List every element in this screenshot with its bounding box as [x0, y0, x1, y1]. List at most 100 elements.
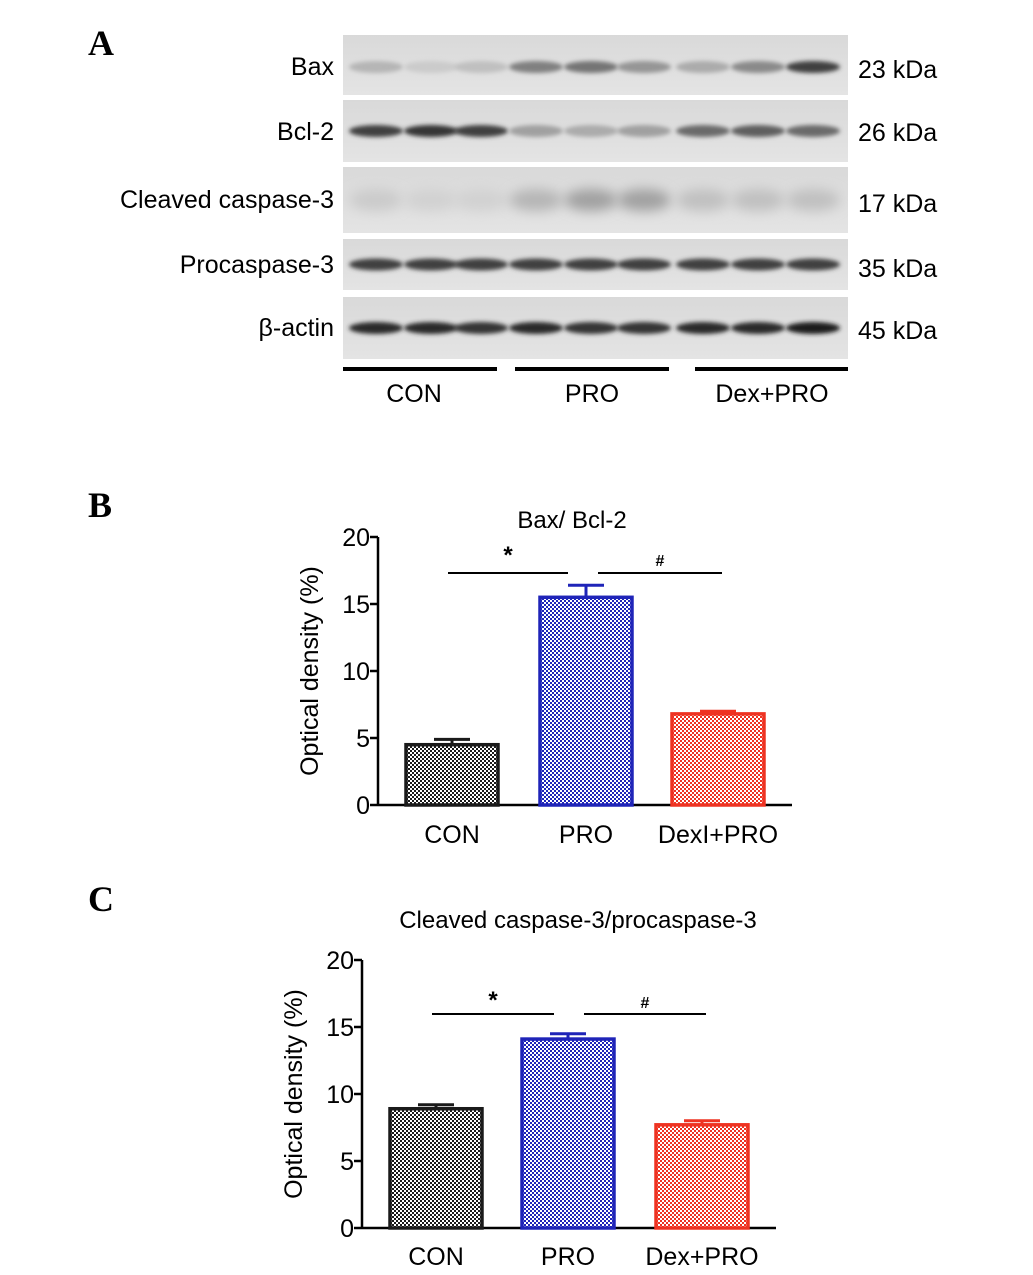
blot-band [564, 189, 618, 211]
panel-b-label: B [88, 485, 113, 525]
blot-band [731, 189, 785, 211]
blot-band [731, 258, 785, 271]
blot-strip-image [343, 239, 848, 290]
blot-band [349, 258, 403, 271]
blot-band [617, 189, 671, 211]
x-category-label: Dex+PRO [645, 1243, 758, 1271]
blot-row-label-bcl2: Bcl-2 [277, 118, 334, 146]
y-tick-label: 20 [342, 524, 370, 552]
blot-band [404, 61, 458, 73]
blot-band [564, 322, 618, 334]
blot-kda-label-bcl2: 26 kDa [858, 119, 938, 147]
blot-band [564, 125, 618, 137]
blot-band [509, 258, 563, 271]
blot-band [404, 189, 458, 211]
blot-band [786, 61, 840, 73]
chart-title: Cleaved caspase-3/procaspase-3 [399, 907, 757, 934]
blot-band [676, 61, 730, 73]
blot-band [349, 189, 403, 211]
group-line-con [343, 367, 497, 371]
blot-strip-procaspase3 [343, 239, 848, 290]
panel-c-label: C [88, 879, 114, 919]
bar-con [404, 742, 500, 807]
blot-band [454, 125, 508, 137]
blot-band [349, 61, 403, 73]
blot-band [617, 125, 671, 137]
blot-strip-cleaved-caspase3 [343, 167, 848, 233]
blot-band [509, 189, 563, 211]
significance-marker: * [488, 987, 498, 1014]
blot-row-label-beta-actin: β-actin [258, 314, 334, 342]
y-tick-label: 5 [340, 1148, 354, 1176]
y-tick-label: 15 [342, 591, 370, 619]
panel-a-label: A [88, 23, 114, 63]
y-tick-label: 20 [326, 947, 354, 975]
significance-marker: * [503, 542, 513, 569]
blot-strip-bax [343, 35, 848, 95]
group-line-dex-pro [695, 367, 848, 371]
bar-dexi-pro [670, 712, 766, 807]
blot-band [676, 125, 730, 137]
blot-kda-label-cleaved-caspase3: 17 kDa [858, 190, 938, 218]
x-category-label: CON [424, 821, 480, 849]
blot-band [786, 258, 840, 271]
blot-band [564, 258, 618, 271]
y-tick-label: 15 [326, 1014, 354, 1042]
group-label-dex-pro: Dex+PRO [715, 380, 829, 408]
blot-strip-image [343, 100, 848, 162]
blot-strip-bcl2 [343, 100, 848, 162]
blot-band [731, 322, 785, 334]
blot-band [731, 125, 785, 137]
y-tick-label: 0 [356, 792, 370, 820]
blot-band [454, 258, 508, 271]
blot-band [676, 258, 730, 271]
blot-band [509, 125, 563, 137]
blot-band [786, 322, 840, 334]
blot-band [454, 61, 508, 73]
bar-dex-pro [654, 1123, 750, 1230]
blot-band [454, 189, 508, 211]
x-category-label: PRO [541, 1243, 595, 1271]
blot-band [564, 61, 618, 73]
group-line-pro [515, 367, 669, 371]
blot-band [786, 125, 840, 137]
bar-pro [520, 1037, 616, 1230]
blot-strip-image [343, 167, 848, 233]
group-label-con: CON [386, 380, 442, 408]
blot-kda-label-beta-actin: 45 kDa [858, 317, 938, 345]
blot-band [786, 189, 840, 211]
y-axis-label: Optical density (%) [296, 566, 324, 776]
blot-strip-beta-actin [343, 297, 848, 359]
y-tick-label: 10 [326, 1081, 354, 1109]
blot-band [454, 322, 508, 334]
blot-band [617, 322, 671, 334]
y-tick-label: 10 [342, 658, 370, 686]
blot-band [349, 322, 403, 334]
y-axis-label: Optical density (%) [280, 989, 308, 1199]
blot-kda-label-procaspase3: 35 kDa [858, 255, 938, 283]
blot-band [731, 61, 785, 73]
blot-band [509, 61, 563, 73]
significance-marker: # [641, 995, 650, 1012]
blot-band [617, 61, 671, 73]
blot-band [617, 258, 671, 271]
bar-pro [538, 595, 634, 807]
blot-band [404, 258, 458, 271]
blot-band [676, 322, 730, 334]
chart-title: Bax/ Bcl-2 [517, 507, 626, 534]
x-category-label: CON [408, 1243, 464, 1271]
blot-strip-image [343, 35, 848, 95]
y-tick-label: 0 [340, 1215, 354, 1243]
x-category-label: DexI+PRO [658, 821, 778, 849]
blot-band [676, 189, 730, 211]
blot-strip-image [343, 297, 848, 359]
y-tick-label: 5 [356, 725, 370, 753]
blot-band [349, 125, 403, 137]
blot-band [509, 322, 563, 334]
group-label-pro: PRO [564, 380, 620, 408]
blot-row-label-cleaved-caspase3: Cleaved caspase-3 [119, 186, 334, 214]
blot-kda-label-bax: 23 kDa [858, 56, 938, 84]
blot-band [404, 125, 458, 137]
blot-row-label-bax: Bax [290, 53, 334, 81]
